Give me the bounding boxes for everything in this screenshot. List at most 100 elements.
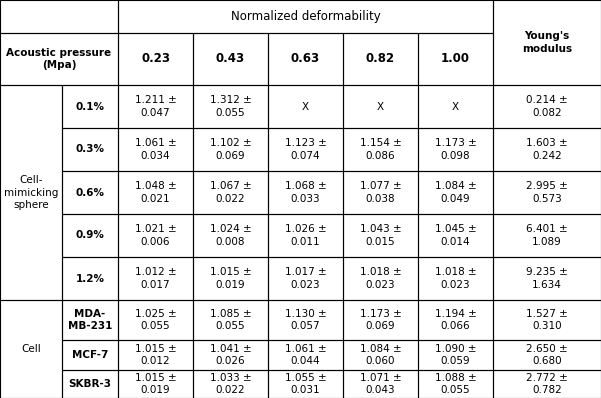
Bar (493, 214, 601, 257)
Bar (0, 85, 62, 300)
Bar (118, 85, 193, 128)
Bar (193, 128, 268, 171)
Bar (418, 370, 493, 398)
Text: 1.211 ±
0.047: 1.211 ± 0.047 (135, 95, 176, 118)
Text: Normalized deformability: Normalized deformability (231, 10, 380, 23)
Bar (62, 257, 118, 300)
Text: 1.055 ±
0.031: 1.055 ± 0.031 (285, 373, 326, 395)
Bar (418, 257, 493, 300)
Bar (418, 128, 493, 171)
Text: 0.1%: 0.1% (76, 101, 105, 111)
Bar (493, 171, 601, 214)
Text: 1.00: 1.00 (441, 53, 470, 66)
Bar (343, 257, 418, 300)
Text: 1.173 ±
0.098: 1.173 ± 0.098 (435, 138, 477, 161)
Bar (62, 214, 118, 257)
Text: 1.061 ±
0.034: 1.061 ± 0.034 (135, 138, 176, 161)
Text: 0.63: 0.63 (291, 53, 320, 66)
Bar (268, 257, 343, 300)
Text: 1.130 ±
0.057: 1.130 ± 0.057 (285, 309, 326, 331)
Text: 0.23: 0.23 (141, 53, 170, 66)
Bar (118, 33, 193, 85)
Bar (118, 370, 193, 398)
Text: 1.045 ±
0.014: 1.045 ± 0.014 (435, 224, 477, 247)
Bar (343, 340, 418, 370)
Bar (118, 340, 193, 370)
Text: 0.214 ±
0.082: 0.214 ± 0.082 (526, 95, 568, 118)
Bar (193, 214, 268, 257)
Bar (268, 128, 343, 171)
Bar (118, 214, 193, 257)
Bar (493, 0, 601, 85)
Text: 1.067 ±
0.022: 1.067 ± 0.022 (210, 181, 251, 204)
Text: 1.018 ±
0.023: 1.018 ± 0.023 (435, 267, 477, 290)
Bar (343, 171, 418, 214)
Bar (493, 85, 601, 128)
Bar (118, 128, 193, 171)
Bar (268, 300, 343, 340)
Text: 1.026 ±
0.011: 1.026 ± 0.011 (285, 224, 326, 247)
Text: 1.043 ±
0.015: 1.043 ± 0.015 (359, 224, 401, 247)
Bar (343, 214, 418, 257)
Text: 1.085 ±
0.055: 1.085 ± 0.055 (210, 309, 251, 331)
Text: 0.6%: 0.6% (76, 187, 105, 197)
Bar (193, 257, 268, 300)
Bar (62, 128, 118, 171)
Text: 0.82: 0.82 (366, 53, 395, 66)
Bar (62, 171, 118, 214)
Text: 2.772 ±
0.782: 2.772 ± 0.782 (526, 373, 568, 395)
Bar (62, 370, 118, 398)
Text: 1.041 ±
0.026: 1.041 ± 0.026 (210, 344, 251, 366)
Text: 0.3%: 0.3% (76, 144, 105, 154)
Bar (343, 128, 418, 171)
Text: 1.015 ±
0.019: 1.015 ± 0.019 (135, 373, 176, 395)
Text: 1.071 ±
0.043: 1.071 ± 0.043 (359, 373, 401, 395)
Bar (493, 370, 601, 398)
Text: 1.021 ±
0.006: 1.021 ± 0.006 (135, 224, 176, 247)
Bar (418, 300, 493, 340)
Text: 1.012 ±
0.017: 1.012 ± 0.017 (135, 267, 176, 290)
Text: 1.088 ±
0.055: 1.088 ± 0.055 (435, 373, 477, 395)
Bar (268, 85, 343, 128)
Text: 2.995 ±
0.573: 2.995 ± 0.573 (526, 181, 568, 204)
Text: 1.090 ±
0.059: 1.090 ± 0.059 (435, 344, 476, 366)
Bar (418, 340, 493, 370)
Text: 1.018 ±
0.023: 1.018 ± 0.023 (359, 267, 401, 290)
Text: 2.650 ±
0.680: 2.650 ± 0.680 (526, 344, 568, 366)
Bar (268, 340, 343, 370)
Text: 1.194 ±
0.066: 1.194 ± 0.066 (435, 309, 477, 331)
Bar (343, 370, 418, 398)
Bar (193, 340, 268, 370)
Bar (118, 300, 193, 340)
Text: 1.061 ±
0.044: 1.061 ± 0.044 (285, 344, 326, 366)
Bar (0, 33, 118, 85)
Bar (193, 300, 268, 340)
Bar (62, 85, 118, 128)
Bar (62, 300, 118, 340)
Bar (0, 0, 118, 33)
Text: 1.527 ±
0.310: 1.527 ± 0.310 (526, 309, 568, 331)
Text: 1.084 ±
0.060: 1.084 ± 0.060 (359, 344, 401, 366)
Text: 1.033 ±
0.022: 1.033 ± 0.022 (210, 373, 251, 395)
Text: 0.9%: 0.9% (76, 230, 105, 240)
Text: 1.017 ±
0.023: 1.017 ± 0.023 (285, 267, 326, 290)
Text: MCF-7: MCF-7 (72, 350, 108, 360)
Bar (193, 33, 268, 85)
Text: 1.2%: 1.2% (76, 273, 105, 283)
Bar (493, 257, 601, 300)
Bar (418, 171, 493, 214)
Text: 9.235 ±
1.634: 9.235 ± 1.634 (526, 267, 568, 290)
Text: 1.173 ±
0.069: 1.173 ± 0.069 (359, 309, 401, 331)
Bar (193, 171, 268, 214)
Bar (118, 0, 493, 33)
Bar (0, 300, 62, 398)
Text: 1.123 ±
0.074: 1.123 ± 0.074 (285, 138, 326, 161)
Bar (268, 214, 343, 257)
Bar (343, 85, 418, 128)
Text: 1.603 ±
0.242: 1.603 ± 0.242 (526, 138, 568, 161)
Text: 1.084 ±
0.049: 1.084 ± 0.049 (435, 181, 477, 204)
Bar (118, 257, 193, 300)
Text: X: X (377, 101, 384, 111)
Bar (118, 171, 193, 214)
Bar (493, 128, 601, 171)
